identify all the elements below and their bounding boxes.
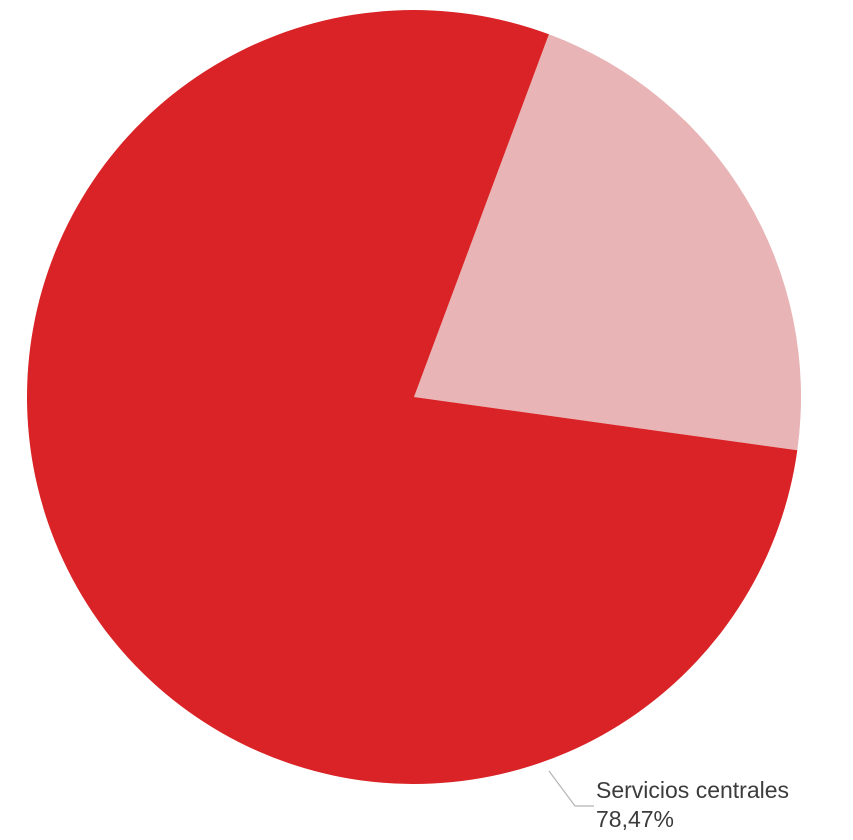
pie-slice-servicios-centrales: [26, 9, 798, 784]
slice-label-name: Servicios centrales: [596, 777, 790, 803]
pie-slice-other: [414, 34, 801, 451]
pie-slices: [26, 9, 801, 784]
leader-line: [548, 770, 594, 807]
data-label-servicios-centrales: Servicios centrales 78,47%: [596, 776, 789, 834]
slice-label-value: 78,47%: [596, 806, 675, 832]
